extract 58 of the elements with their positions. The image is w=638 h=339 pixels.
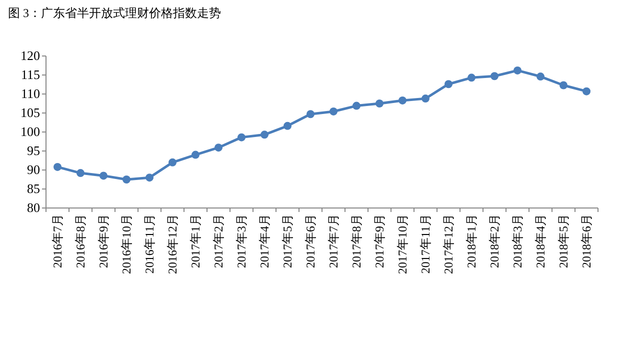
point bbox=[260, 130, 268, 139]
x-tick-label: 2017年8月 bbox=[350, 214, 364, 268]
point bbox=[490, 72, 498, 80]
x-tick-label: 2017年3月 bbox=[234, 214, 248, 268]
point bbox=[284, 122, 292, 130]
point bbox=[54, 162, 62, 171]
x-tick-label: 2016年12月 bbox=[166, 214, 180, 274]
y-tick-label: 120 bbox=[20, 48, 40, 63]
y-tick-label: 95 bbox=[27, 143, 40, 158]
point bbox=[582, 87, 590, 96]
y-tick-label: 110 bbox=[20, 86, 40, 101]
y-tick-label: 105 bbox=[20, 105, 40, 120]
point bbox=[146, 174, 154, 182]
point bbox=[352, 102, 360, 110]
x-tick-label: 2016年7月 bbox=[50, 214, 64, 268]
y-tick-label: 115 bbox=[20, 67, 40, 82]
point bbox=[192, 150, 200, 159]
x-tick-label: 2017年1月 bbox=[188, 214, 202, 268]
point bbox=[536, 72, 544, 81]
chart-title: 图 3：广东省半开放式理财价格指数走势 bbox=[8, 6, 221, 20]
x-tick-label: 2017年11月 bbox=[418, 214, 432, 274]
x-tick-label: 2018年2月 bbox=[488, 214, 502, 268]
y-tick-label: 100 bbox=[20, 124, 40, 139]
y-tick-label: 85 bbox=[27, 181, 40, 196]
x-tick-label: 2017年9月 bbox=[372, 214, 386, 268]
point bbox=[468, 74, 476, 82]
x-tick-label: 2018年3月 bbox=[510, 214, 524, 268]
point bbox=[330, 107, 338, 116]
x-tick-label: 2017年6月 bbox=[304, 214, 318, 268]
point bbox=[214, 144, 222, 152]
x-tick-label: 2016年10月 bbox=[120, 214, 134, 274]
point bbox=[514, 66, 522, 74]
point bbox=[376, 100, 384, 108]
point bbox=[560, 81, 568, 90]
y-tick-label: 80 bbox=[27, 200, 40, 215]
x-tick-label: 2017年7月 bbox=[326, 214, 340, 268]
y-tick-label: 90 bbox=[27, 162, 40, 177]
x-tick-label: 2017年2月 bbox=[212, 214, 226, 268]
x-tick-label: 2016年8月 bbox=[74, 214, 88, 268]
point bbox=[422, 94, 430, 103]
x-tick-label: 2016年11月 bbox=[142, 214, 156, 274]
point bbox=[122, 176, 130, 184]
point bbox=[444, 80, 452, 88]
x-tick-label: 2016年9月 bbox=[96, 214, 110, 268]
point bbox=[398, 96, 406, 104]
x-tick-label: 2018年4月 bbox=[534, 214, 548, 268]
x-tick-label: 2018年6月 bbox=[580, 214, 594, 268]
x-tick-label: 2018年1月 bbox=[464, 214, 478, 268]
point bbox=[100, 172, 108, 180]
x-tick-label: 2018年5月 bbox=[556, 214, 570, 268]
x-tick-label: 2017年4月 bbox=[258, 214, 272, 268]
x-tick-label: 2017年12月 bbox=[442, 214, 456, 274]
x-tick-label: 2017年10月 bbox=[396, 214, 410, 274]
point bbox=[168, 158, 176, 166]
point bbox=[238, 133, 246, 142]
point bbox=[76, 169, 84, 178]
x-tick-label: 2017年5月 bbox=[280, 214, 294, 268]
point bbox=[306, 110, 314, 118]
